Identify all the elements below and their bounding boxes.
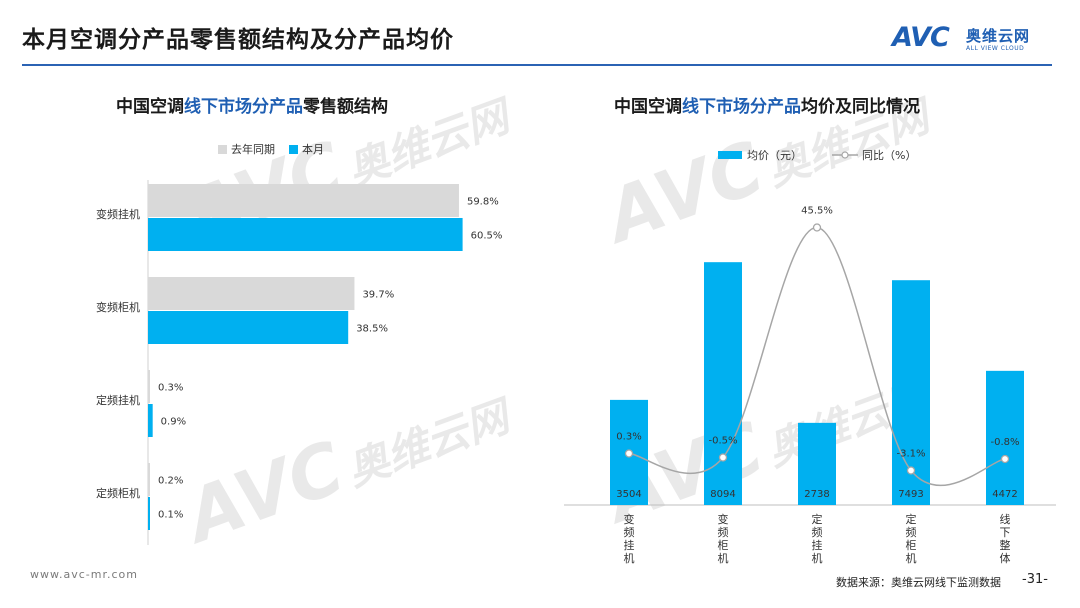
category-label: 频 xyxy=(906,525,917,539)
bar-value-label: 0.1% xyxy=(158,510,183,521)
bar-value-label: 38.5% xyxy=(356,324,388,335)
category-label: 频 xyxy=(718,525,729,539)
column-avg-price xyxy=(798,422,836,505)
bar-value-label: 0.3% xyxy=(158,383,183,394)
category-label: 线 xyxy=(1000,512,1011,526)
yoy-point xyxy=(1000,454,1010,464)
category-label: 机 xyxy=(812,551,823,565)
column-value-label: 7493 xyxy=(898,489,923,500)
column-avg-price xyxy=(986,370,1024,505)
yoy-point xyxy=(624,449,634,458)
right-title-pre: 中国空调 xyxy=(614,97,682,117)
yoy-point xyxy=(718,453,728,462)
category-label: 频 xyxy=(812,525,823,539)
yoy-point xyxy=(906,466,916,475)
right-chart-legend: 均价（元） 同比（%） xyxy=(718,147,916,163)
legend-label-last-year: 去年同期 xyxy=(231,143,275,156)
avc-logo: AVC 奥维云网 ALL VIEW CLOUD xyxy=(892,24,1052,56)
category-label: 定 xyxy=(812,512,823,526)
category-label: 柜 xyxy=(906,539,917,552)
logo-en: ALL VIEW CLOUD xyxy=(966,45,1025,52)
category-label: 变频挂机 xyxy=(96,207,140,221)
legend-swatch-yoy xyxy=(832,151,858,159)
category-label: 机 xyxy=(624,551,635,565)
category-label: 机 xyxy=(906,551,917,565)
yoy-point xyxy=(812,223,822,232)
title-divider xyxy=(22,64,1052,66)
bar-last-year xyxy=(148,184,459,217)
bar-value-label: 60.5% xyxy=(471,231,503,242)
category-label: 定 xyxy=(906,512,917,526)
page-title: 本月空调分产品零售额结构及分产品均价 xyxy=(22,27,454,53)
category-label: 变 xyxy=(624,512,635,526)
column-value-label: 2738 xyxy=(804,489,829,500)
bar-last-year xyxy=(148,370,150,403)
column-value-label: 4472 xyxy=(992,489,1017,500)
category-label: 挂 xyxy=(624,538,635,552)
bar-value-label: 0.2% xyxy=(158,476,183,487)
category-label: 定频柜机 xyxy=(96,486,140,500)
bar-value-label: 0.9% xyxy=(161,417,186,428)
bar-this-month xyxy=(148,404,153,437)
legend-label-price: 均价（元） xyxy=(747,149,802,162)
legend-swatch-this-month xyxy=(289,144,298,154)
category-label: 机 xyxy=(718,551,729,565)
logo-mark: AVC xyxy=(892,22,950,53)
page-number: -31- xyxy=(1022,572,1048,587)
yoy-value-label: -0.5% xyxy=(708,436,737,447)
category-label: 变 xyxy=(718,512,729,526)
column-value-label: 3504 xyxy=(616,489,641,500)
category-label: 体 xyxy=(1000,551,1011,565)
bar-this-month xyxy=(148,311,349,344)
right-title-post: 均价及同比情况 xyxy=(801,97,920,117)
retail-structure-chart: 变频挂机 59.8% 60.5% 变频柜机 39.7% 38.5% 定频挂机 0.3% 0.9%… xyxy=(96,180,503,545)
bar-last-year xyxy=(148,277,355,310)
left-title-highlight: 线下市场分产品 xyxy=(184,97,303,117)
yoy-value-label: -3.1% xyxy=(896,449,925,460)
bar-value-label: 39.7% xyxy=(362,290,394,301)
yoy-value-label: 45.5% xyxy=(801,206,833,217)
category-label: 定频挂机 xyxy=(96,393,140,407)
legend-label-yoy: 同比（%） xyxy=(862,149,917,162)
right-title-highlight: 线下市场分产品 xyxy=(682,97,801,117)
category-label: 变频柜机 xyxy=(96,300,140,314)
category-label: 挂 xyxy=(812,538,823,552)
bar-value-label: 59.8% xyxy=(467,197,499,208)
bar-this-month xyxy=(148,218,463,251)
left-title-pre: 中国空调 xyxy=(116,97,184,117)
logo-cn: 奥维云网 xyxy=(966,27,1031,45)
bar-this-month xyxy=(148,497,150,530)
left-chart-legend: 去年同期 本月 xyxy=(218,141,324,157)
category-label: 频 xyxy=(624,525,635,539)
left-title-post: 零售额结构 xyxy=(303,97,388,117)
category-label: 柜 xyxy=(718,539,729,552)
left-chart-title: 中国空调线下市场分产品零售额结构 xyxy=(116,92,388,117)
avg-price-chart: 3504变频挂机8094变频柜机2738定频挂机7493定频柜机4472线下整体… xyxy=(564,206,1056,565)
yoy-value-label: -0.8% xyxy=(990,437,1019,448)
yoy-value-label: 0.3% xyxy=(616,432,641,443)
legend-label-this-month: 本月 xyxy=(302,143,324,156)
footer-url: www.avc-mr.com xyxy=(30,568,138,581)
category-label: 整 xyxy=(1000,538,1011,552)
right-chart-title: 中国空调线下市场分产品均价及同比情况 xyxy=(614,92,920,117)
bar-last-year xyxy=(148,463,150,496)
column-value-label: 8094 xyxy=(710,489,735,500)
legend-swatch-last-year xyxy=(218,144,227,154)
legend-swatch-price xyxy=(718,151,742,159)
column-avg-price xyxy=(704,262,742,505)
category-label: 下 xyxy=(1000,526,1011,539)
footer-source: 数据来源：奥维云网线下监测数据 xyxy=(836,576,1001,589)
